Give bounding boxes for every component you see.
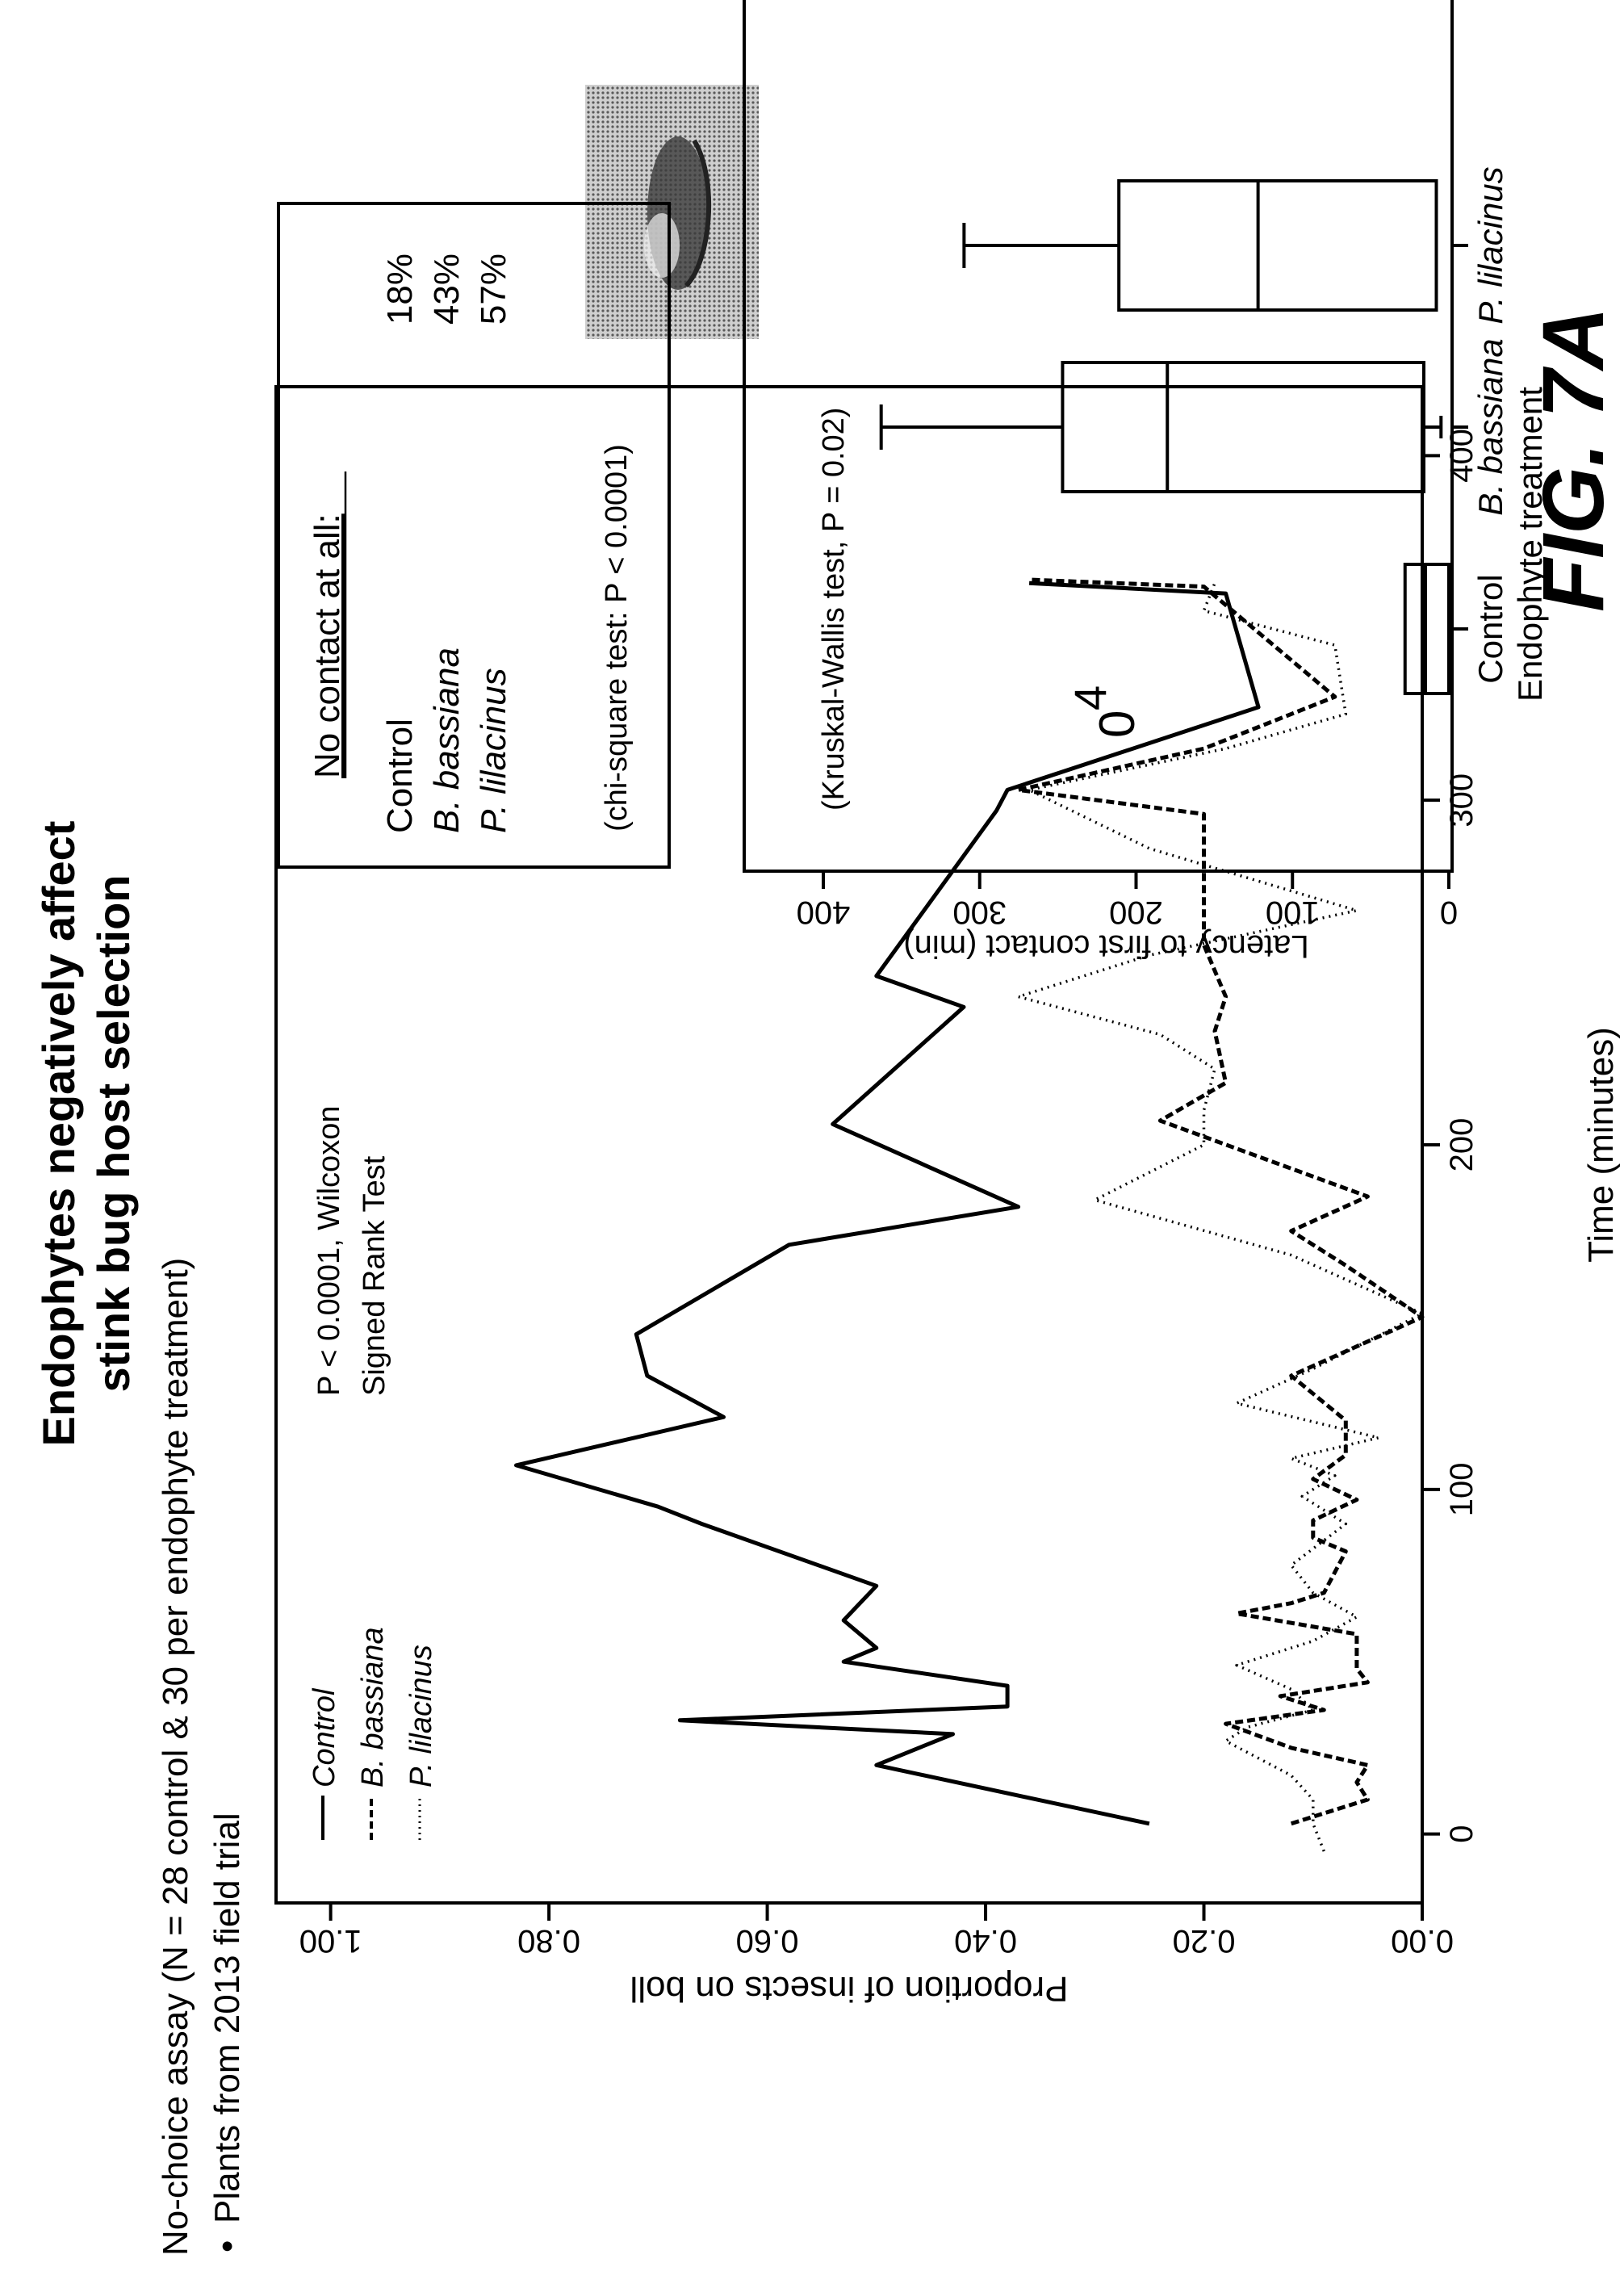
legend-label-b-bassiana: B. bassiana xyxy=(356,1627,390,1787)
no-contact-label-b-bassiana: B. bassiana xyxy=(427,647,467,833)
line-chart-y-tick-label: 0.40 xyxy=(954,1923,1017,1959)
box-plot-y-tick-label: 100 xyxy=(1266,895,1320,930)
box-plot-frame xyxy=(743,0,1454,873)
box-plot-category-label: Control xyxy=(1471,574,1509,683)
box-plot-category-label: B. bassiana xyxy=(1471,338,1509,515)
box-control xyxy=(1403,563,1450,695)
line-chart-x-tick-label: 0 xyxy=(1444,1825,1480,1843)
subtitle-bullet: Plants from 2013 field trial xyxy=(207,1813,247,2223)
box-p-lilacinus xyxy=(962,179,1438,312)
box-plot-annotation: (Kruskal-Wallis test, P = 0.02) xyxy=(817,408,851,811)
box-plot-x-axis-label: Endophyte treatment xyxy=(1511,387,1549,702)
line-chart-y-tick-label: 0.00 xyxy=(1391,1923,1454,1959)
no-contact-value-b-bassiana: 43% xyxy=(427,254,467,325)
line-chart-annotation: P < 0.0001, Wilcoxon xyxy=(312,1106,346,1396)
outlier-superscript: 4 xyxy=(1065,685,1115,710)
line-chart-y-tick-label: 0.20 xyxy=(1173,1923,1236,1959)
line-chart-y-tick-label: 0.80 xyxy=(517,1923,580,1959)
figure-label: FIG. 7A xyxy=(1524,307,1622,612)
page-title-line2: stink bug host selection xyxy=(88,875,139,1393)
page-title: Endophytes negatively affect xyxy=(33,821,84,1447)
box-plot-category-label: P. lilacinus xyxy=(1471,166,1509,324)
line-chart-x-tick-label: 200 xyxy=(1444,1118,1480,1172)
line-chart-y-axis-label: Proportion of insects on boll xyxy=(630,1969,1069,2009)
no-contact-test: (chi-square test: P < 0.0001) xyxy=(600,444,634,832)
box-plot-outlier-marker: 0 4 xyxy=(1065,685,1145,738)
series-line-b-bassiana xyxy=(1016,577,1425,1826)
line-chart-x-tick-label: 400 xyxy=(1444,429,1480,483)
no-contact-value-p-lilacinus: 57% xyxy=(474,254,513,325)
no-contact-label-p-lilacinus: P. lilacinus xyxy=(474,668,513,833)
line-chart-x-tick-label: 300 xyxy=(1444,773,1480,828)
subtitle: No-choice assay (N = 28 control & 30 per… xyxy=(156,1258,195,2256)
box-b-bassiana xyxy=(879,361,1443,493)
legend-label-control: Control xyxy=(308,1687,341,1787)
box-plot-y-tick-label: 0 xyxy=(1440,895,1458,930)
box-iqr xyxy=(1117,179,1438,312)
stink-bug-photo xyxy=(585,85,759,339)
box-plot-y-axis-label: Latency to first contact (min) xyxy=(903,928,1308,964)
series-line-control xyxy=(514,580,1261,1826)
box-plot-y-tick-label: 400 xyxy=(797,895,851,930)
no-contact-box-frame xyxy=(277,202,671,869)
series-line-p-lilacinus xyxy=(1016,582,1424,1852)
line-chart-annotation-line2: Signed Rank Test xyxy=(358,1155,391,1396)
box-plot-y-tick-label: 300 xyxy=(952,895,1007,930)
no-contact-value-control: 18% xyxy=(380,254,420,325)
line-chart-legend: Control B. bassiana P. lilacinus xyxy=(308,1627,438,1840)
no-contact-label-control: Control xyxy=(380,719,420,833)
bullet-glyph: • xyxy=(207,2240,247,2253)
outlier-label: 0 xyxy=(1090,710,1145,738)
line-chart-y-tick-label: 0.60 xyxy=(736,1923,799,1959)
legend-label-p-lilacinus: P. lilacinus xyxy=(404,1645,438,1787)
no-contact-box: No contact at all: Control 18% B. bassia… xyxy=(277,202,671,869)
box-iqr xyxy=(1061,361,1425,493)
line-chart-y-tick-label: 1.00 xyxy=(299,1923,362,1959)
line-chart-x-axis-label: Time (minutes) xyxy=(1581,1027,1621,1263)
box-plot-latency: 0 100 200 300 400 Control B. bassiana P. lilac… xyxy=(743,0,1549,964)
box-plot-y-tick-label: 200 xyxy=(1109,895,1163,930)
line-chart-x-tick-label: 100 xyxy=(1444,1462,1480,1516)
no-contact-heading: No contact at all: xyxy=(308,513,347,778)
